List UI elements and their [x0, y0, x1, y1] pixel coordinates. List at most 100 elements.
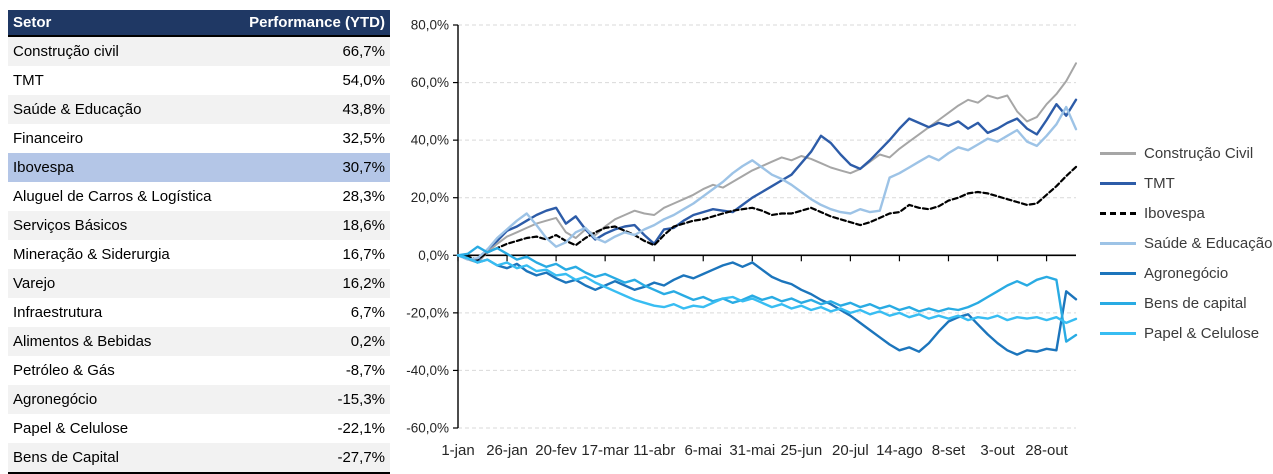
performance-value-cell: 28,3%: [342, 188, 385, 205]
table-row: Serviços Básicos 18,6%: [8, 211, 390, 240]
legend-line-swatch: [1100, 181, 1136, 185]
sector-cell: Alimentos & Bebidas: [13, 333, 152, 350]
y-axis-label: 0,0%: [418, 248, 449, 263]
x-axis-label: 20-jul: [832, 442, 869, 459]
legend-label: TMT: [1144, 174, 1175, 192]
table-header-row: Setor Performance (YTD): [8, 10, 390, 37]
legend-label: Bens de capital: [1144, 294, 1247, 312]
legend-label: Agronegócio: [1144, 264, 1229, 282]
x-axis-label: 14-ago: [876, 442, 923, 459]
sector-column-header: Setor: [13, 14, 52, 31]
legend-label: Ibovespa: [1144, 204, 1205, 222]
performance-value-cell: -8,7%: [345, 362, 385, 379]
x-axis-label: 6-mai: [684, 442, 722, 459]
chart-legend: Construção Civil TMT Ibovespa Saúde & Educa…: [1100, 138, 1272, 348]
table-row: Financeiro 32,5%: [8, 124, 390, 153]
x-axis-label: 1-jan: [441, 442, 474, 459]
legend-line-swatch: [1100, 301, 1136, 305]
x-axis-label: 20-fev: [535, 442, 577, 459]
performance-value-cell: 18,6%: [342, 217, 385, 234]
sector-cell: Bens de Capital: [13, 449, 119, 466]
x-axis-label: 17-mar: [581, 442, 629, 459]
performance-value-cell: -15,3%: [337, 391, 385, 408]
legend-line-swatch: [1100, 241, 1136, 245]
table-row: Saúde & Educação 43,8%: [8, 95, 390, 124]
sector-cell: Varejo: [13, 275, 56, 292]
series-line-sa-de-educa-o: [456, 105, 1078, 261]
performance-value-cell: -22,1%: [337, 420, 385, 437]
table-row: Varejo 16,2%: [8, 269, 390, 298]
table-row: Aluguel de Carros & Logística 28,3%: [8, 182, 390, 211]
table-row: Petróleo & Gás -8,7%: [8, 356, 390, 385]
performance-value-cell: 6,7%: [350, 304, 385, 321]
x-axis-label: 28-out: [1025, 442, 1068, 459]
performance-value-cell: 0,2%: [350, 333, 385, 350]
sector-cell: Petróleo & Gás: [13, 362, 115, 379]
sector-cell: TMT: [13, 72, 44, 89]
table-row: Agronegócio -15,3%: [8, 385, 390, 414]
legend-item: Ibovespa: [1100, 198, 1272, 228]
table-row: Ibovespa 30,7%: [8, 153, 390, 182]
performance-column-header: Performance (YTD): [249, 14, 385, 31]
sector-cell: Serviços Básicos: [13, 217, 128, 234]
y-axis-label: 80,0%: [411, 18, 449, 33]
performance-value-cell: 66,7%: [342, 43, 385, 60]
table-row: Bens de Capital -27,7%: [8, 443, 390, 472]
sector-cell: Infraestrutura: [13, 304, 103, 321]
series-line-tmt: [456, 98, 1078, 263]
legend-item: TMT: [1100, 168, 1272, 198]
x-axis-label: 8-set: [932, 442, 966, 459]
performance-value-cell: 32,5%: [342, 130, 385, 147]
legend-item: Papel & Celulose: [1100, 318, 1272, 348]
legend-item: Construção Civil: [1100, 138, 1272, 168]
table-row: Infraestrutura 6,7%: [8, 298, 390, 327]
x-axis-label: 31-mai: [729, 442, 775, 459]
x-axis-label: 25-jun: [780, 442, 822, 459]
x-axis-label: 3-out: [980, 442, 1015, 459]
y-axis-label: -20,0%: [406, 305, 449, 320]
y-axis-label: -60,0%: [406, 421, 449, 436]
table-row: TMT 54,0%: [8, 66, 390, 95]
performance-value-cell: 16,2%: [342, 275, 385, 292]
legend-label: Construção Civil: [1144, 144, 1254, 162]
legend-label: Papel & Celulose: [1144, 324, 1260, 342]
performance-value-cell: 16,7%: [342, 246, 385, 263]
series-line-papel-celulose: [456, 254, 1078, 325]
table-row: Mineração & Siderurgia 16,7%: [8, 240, 390, 269]
sector-cell: Financeiro: [13, 130, 84, 147]
sector-cell: Agronegócio: [13, 391, 98, 408]
table-body: Construção civil 66,7% TMT 54,0% Saúde & Edu…: [8, 37, 390, 474]
performance-line-chart: 80,0% 60,0% 40,0% 20,0% 0,0% -20,0% -40,0% -60,…: [406, 18, 1078, 459]
series-line-constru-o-civil: [457, 62, 1077, 264]
sector-cell: Construção civil: [13, 43, 119, 60]
y-axis-label: -40,0%: [406, 363, 449, 378]
legend-item: Saúde & Educação: [1100, 228, 1272, 258]
legend-line-swatch: [1100, 331, 1136, 335]
performance-value-cell: -27,7%: [337, 449, 385, 466]
legend-label: Saúde & Educação: [1144, 234, 1273, 252]
legend-item: Bens de capital: [1100, 288, 1272, 318]
sector-cell: Ibovespa: [13, 159, 74, 176]
series-line-bens-de-capital: [456, 245, 1078, 343]
sector-cell: Saúde & Educação: [13, 101, 142, 118]
performance-value-cell: 54,0%: [342, 72, 385, 89]
y-axis-label: 20,0%: [411, 190, 449, 205]
sector-cell: Mineração & Siderurgia: [13, 246, 170, 263]
sector-table: Setor Performance (YTD) Construção civil…: [8, 10, 390, 474]
sector-cell: Papel & Celulose: [13, 420, 129, 437]
series-line-ibovespa: [456, 165, 1078, 261]
x-axis-label: 11-abr: [633, 442, 675, 459]
x-axis-label: 26-jan: [486, 442, 528, 459]
y-axis-label: 60,0%: [411, 75, 449, 90]
legend-line-swatch: [1100, 151, 1136, 155]
legend-line-swatch: [1100, 211, 1136, 215]
table-row: Construção civil 66,7%: [8, 37, 390, 66]
performance-value-cell: 43,8%: [342, 101, 385, 118]
y-axis-label: 40,0%: [411, 133, 449, 148]
legend-line-swatch: [1100, 271, 1136, 275]
performance-value-cell: 30,7%: [342, 159, 385, 176]
table-row: Alimentos & Bebidas 0,2%: [8, 327, 390, 356]
table-row: Papel & Celulose -22,1%: [8, 414, 390, 443]
sector-cell: Aluguel de Carros & Logística: [13, 188, 212, 205]
